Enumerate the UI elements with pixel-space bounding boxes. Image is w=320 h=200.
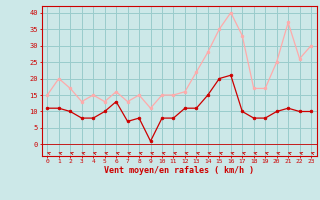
X-axis label: Vent moyen/en rafales ( km/h ): Vent moyen/en rafales ( km/h ) [104,166,254,175]
